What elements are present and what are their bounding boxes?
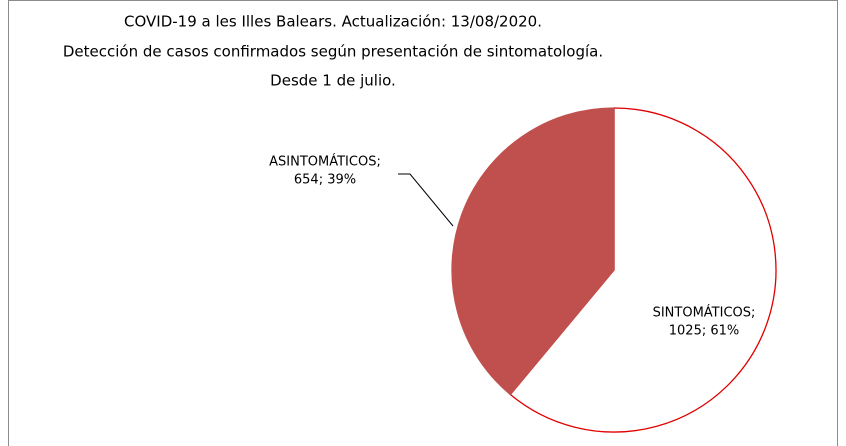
chart-title: Desde 1 de julio. xyxy=(270,72,396,90)
slice-value-label: 1025; 61% xyxy=(669,324,740,339)
chart-title: COVID-19 a les Illes Balears. Actualizac… xyxy=(124,13,542,31)
slice-value-label: 654; 39% xyxy=(294,173,356,188)
pie-slice xyxy=(509,107,777,433)
chart-title: Detección de casos confirmados según pre… xyxy=(63,43,603,61)
slice-category-label: ASINTOMÁTICOS; xyxy=(269,154,381,170)
slice-category-label: SINTOMÁTICOS; xyxy=(653,305,756,321)
leader-line xyxy=(398,173,454,227)
pie-slice xyxy=(451,107,615,396)
